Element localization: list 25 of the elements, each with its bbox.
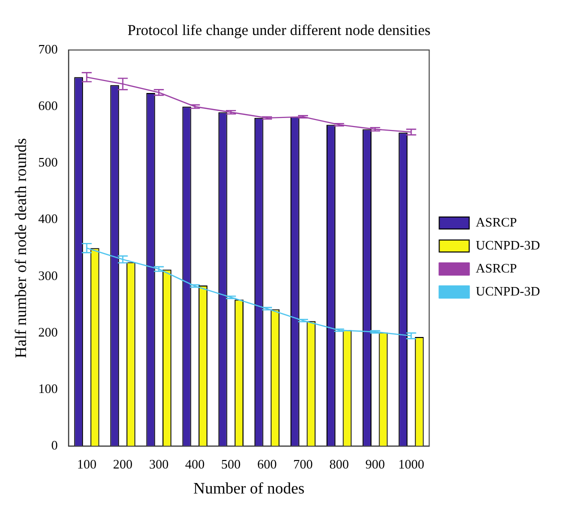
x-tick-label: 500 bbox=[221, 456, 241, 472]
x-tick-label: 700 bbox=[293, 456, 313, 472]
x-tick-label: 400 bbox=[185, 456, 205, 472]
y-tick-label: 200 bbox=[38, 324, 58, 340]
legend-label: UCNPD-3D bbox=[476, 283, 540, 298]
x-tick-label: 600 bbox=[257, 456, 277, 472]
x-tick-label: 100 bbox=[76, 456, 96, 472]
y-axis-title: Half number of node death rounds bbox=[12, 138, 30, 358]
x-tick-label: 900 bbox=[365, 456, 385, 472]
x-tick-label: 1000 bbox=[398, 456, 424, 472]
y-tick-label: 0 bbox=[51, 438, 58, 453]
legend-label: ASRCP bbox=[476, 214, 517, 230]
legend-label: ASRCP bbox=[476, 260, 517, 276]
y-tick-label: 600 bbox=[38, 98, 58, 114]
y-tick-label: 300 bbox=[38, 268, 58, 283]
y-tick-label: 500 bbox=[38, 154, 58, 170]
y-tick-label: 100 bbox=[38, 381, 58, 396]
chart-title: Protocol life change under different node densities bbox=[128, 22, 431, 39]
legend-label: UCNPD-3D bbox=[476, 237, 540, 252]
x-axis-title: Number of nodes bbox=[193, 480, 305, 498]
y-tick-label: 400 bbox=[38, 211, 58, 226]
x-tick-label: 200 bbox=[113, 456, 133, 472]
y-tick-label: 700 bbox=[38, 41, 58, 56]
x-tick-label: 300 bbox=[149, 456, 169, 472]
x-tick-label: 800 bbox=[329, 456, 349, 472]
